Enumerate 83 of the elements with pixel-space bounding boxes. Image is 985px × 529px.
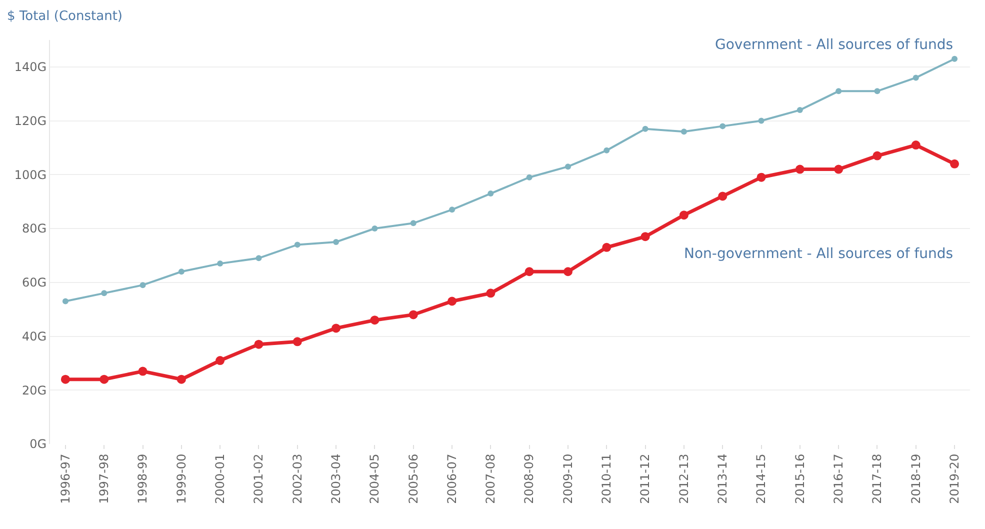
y-tick-label: 60G <box>22 276 47 290</box>
point <box>680 128 687 135</box>
point <box>642 126 648 132</box>
x-tick-label: 2005-06 <box>406 454 420 504</box>
point <box>640 232 650 242</box>
point <box>294 242 300 248</box>
point <box>488 190 494 197</box>
y-tick-label: 120G <box>14 114 47 128</box>
point <box>720 123 726 130</box>
point <box>872 151 882 160</box>
y-axis-title: $ Total (Constant) <box>7 9 122 24</box>
point <box>449 206 456 213</box>
series-label: Non-government - All sources of funds <box>684 246 954 262</box>
x-tick-label: 2017-18 <box>870 454 884 504</box>
point <box>796 107 803 114</box>
y-tick-label: 100G <box>14 168 47 182</box>
point <box>60 374 70 384</box>
x-tick-label: 2007-08 <box>484 454 498 504</box>
point <box>564 164 571 170</box>
point <box>526 174 532 180</box>
point <box>100 374 109 384</box>
x-tick-label: 2004-05 <box>368 454 382 504</box>
x-tick-label: 2010-11 <box>600 454 614 504</box>
x-tick-label: 2019-20 <box>947 454 962 504</box>
point <box>836 88 842 94</box>
y-tick-label: 80G <box>22 222 47 236</box>
x-tick-label: 2003-04 <box>328 454 343 504</box>
y-tick-label: 0G <box>30 437 47 452</box>
point <box>950 159 960 168</box>
point <box>486 288 496 298</box>
point <box>604 147 610 154</box>
point <box>758 118 764 124</box>
point <box>216 356 225 366</box>
point <box>448 296 457 306</box>
x-tick-label: 2008-09 <box>522 454 536 504</box>
point <box>372 226 378 232</box>
x-tick-label: 2016-17 <box>831 454 846 504</box>
point <box>911 140 920 150</box>
point <box>140 282 146 288</box>
x-tick-label: 1998-99 <box>136 454 150 504</box>
point <box>408 310 418 320</box>
point <box>834 164 844 174</box>
point <box>718 192 728 201</box>
x-tick-label: 2001-02 <box>252 454 266 504</box>
x-tick-label: 2015-16 <box>792 454 807 504</box>
x-tick-label: 2014-15 <box>754 454 768 504</box>
point <box>292 337 302 346</box>
point <box>410 220 416 226</box>
point <box>952 56 958 62</box>
point <box>176 374 186 384</box>
x-tick-label: 2006-07 <box>444 454 459 504</box>
x-tick-label: 2011-12 <box>638 454 652 504</box>
x-tick-label: 2009-10 <box>560 454 575 504</box>
point <box>217 260 224 267</box>
x-tick-label: 2000-01 <box>212 454 227 504</box>
point <box>333 239 340 245</box>
point <box>756 172 766 182</box>
point <box>101 290 108 296</box>
point <box>332 324 341 333</box>
point <box>679 210 688 220</box>
point <box>874 88 880 94</box>
point <box>254 340 264 349</box>
point <box>563 267 572 276</box>
point <box>178 268 184 275</box>
point <box>602 242 612 252</box>
x-tick-label: 2018-19 <box>908 454 923 504</box>
point <box>370 316 380 325</box>
y-tick-label: 140G <box>14 60 47 74</box>
x-tick-label: 1999-00 <box>174 454 188 504</box>
x-tick-label: 2013-14 <box>716 454 730 504</box>
point <box>524 267 534 276</box>
series-label: Government - All sources of funds <box>715 37 954 53</box>
x-tick-label: 1996-97 <box>58 454 72 504</box>
y-tick-label: 40G <box>22 329 47 344</box>
point <box>138 366 148 376</box>
x-tick-label: 2002-03 <box>290 454 304 504</box>
point <box>795 164 804 174</box>
y-tick-label: 20G <box>22 383 47 398</box>
x-tick-label: 2012-13 <box>676 454 691 504</box>
x-tick-label: 1997-98 <box>97 454 112 504</box>
point <box>62 298 68 304</box>
point <box>912 74 919 81</box>
point <box>256 255 262 262</box>
